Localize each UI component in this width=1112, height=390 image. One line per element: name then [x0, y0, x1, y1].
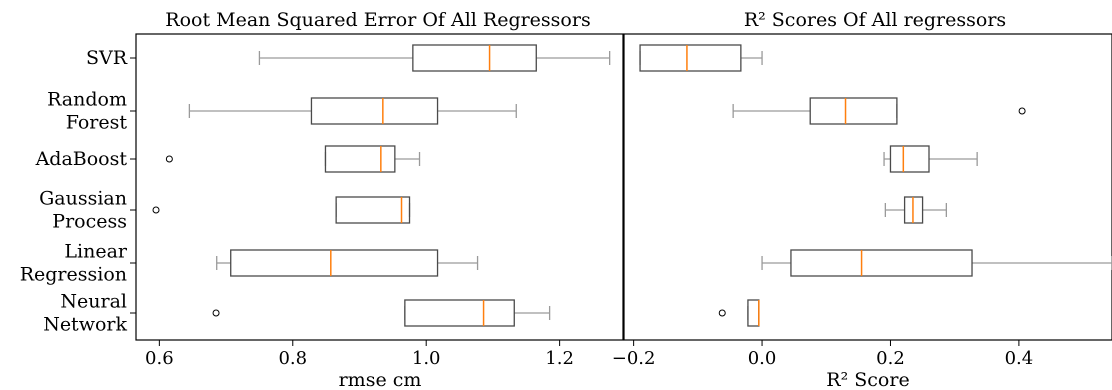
category-label-line: Forest — [66, 112, 128, 134]
r2-x-tick-label: 0.2 — [876, 348, 905, 369]
rmse-box-2 — [165, 145, 421, 173]
rmse-x-tick-label: 1.2 — [545, 348, 574, 369]
category-label: SVR — [86, 47, 128, 69]
category-label: Linear Regression — [20, 241, 128, 286]
rmse-plot-area: 0.6 0.8 1.0 1.2 — [145, 44, 611, 369]
rmse-iqr-box — [324, 145, 396, 173]
r2-box-2 — [883, 145, 978, 173]
category-label-line: Regression — [20, 264, 127, 286]
r2-box-4 — [761, 249, 1112, 277]
category-label-line: Gaussian — [39, 188, 127, 210]
rmse-outlier-point — [212, 309, 220, 317]
category-label-line: AdaBoost — [35, 148, 128, 170]
category-label: AdaBoost — [35, 148, 128, 170]
r2-box-1 — [732, 97, 1026, 125]
r2-iqr-box — [889, 145, 930, 173]
rmse-axes-frame — [135, 33, 624, 341]
r2-iqr-box — [790, 249, 973, 277]
rmse-x-axis-label: rmse cm — [339, 369, 422, 390]
rmse-box-1 — [188, 97, 517, 125]
rmse-iqr-box — [310, 97, 439, 125]
rmse-iqr-box — [230, 249, 439, 277]
r2-box-5 — [718, 299, 760, 327]
r2-box-3 — [884, 196, 947, 224]
category-label-line: SVR — [86, 47, 128, 69]
r2-box-0 — [639, 44, 763, 72]
rmse-box-4 — [216, 249, 479, 277]
category-label: Neural Network — [43, 291, 127, 336]
rmse-chart-title: Root Mean Squared Error Of All Regressor… — [165, 9, 590, 31]
r2-plot-area: −0.2 0.0 0.2 0.4 — [612, 44, 1112, 369]
r2-x-tick-label: 0.0 — [748, 348, 777, 369]
rmse-box-3 — [152, 196, 411, 224]
rmse-x-tick-label: 0.6 — [145, 348, 174, 369]
rmse-outlier-point — [165, 155, 173, 163]
r2-axes-frame — [623, 33, 1112, 341]
regressor-labels: SVR Random Forest AdaBoost Gaussian Process Li… — [20, 47, 136, 336]
r2-x-axis-label: R² Score — [826, 369, 909, 390]
rmse-x-tick-label: 1.0 — [412, 348, 441, 369]
rmse-iqr-box — [412, 44, 537, 72]
rmse-box-0 — [258, 44, 611, 72]
category-label-line: Network — [43, 314, 127, 336]
rmse-x-tick-label: 0.8 — [278, 348, 307, 369]
r2-iqr-box — [809, 97, 898, 125]
r2-x-tick-label: 0.4 — [1005, 348, 1034, 369]
category-label: Random Forest — [47, 89, 127, 134]
rmse-outlier-point — [152, 206, 160, 214]
r2-iqr-box — [639, 44, 742, 72]
r2-outlier-point — [1018, 107, 1026, 115]
r2-outlier-point — [718, 309, 726, 317]
category-label-line: Process — [52, 211, 127, 233]
category-label-line: Linear — [64, 241, 128, 263]
rmse-iqr-box — [335, 196, 411, 224]
rmse-box-5 — [212, 299, 551, 327]
r2-chart-title: R² Scores Of All regressors — [744, 9, 1006, 31]
r2-iqr-box — [747, 299, 760, 327]
r2-x-tick-label: −0.2 — [612, 348, 656, 369]
category-label-line: Neural — [60, 291, 127, 313]
category-label: Gaussian Process — [39, 188, 127, 233]
category-label-line: Random — [47, 89, 127, 111]
rmse-iqr-box — [404, 299, 515, 327]
